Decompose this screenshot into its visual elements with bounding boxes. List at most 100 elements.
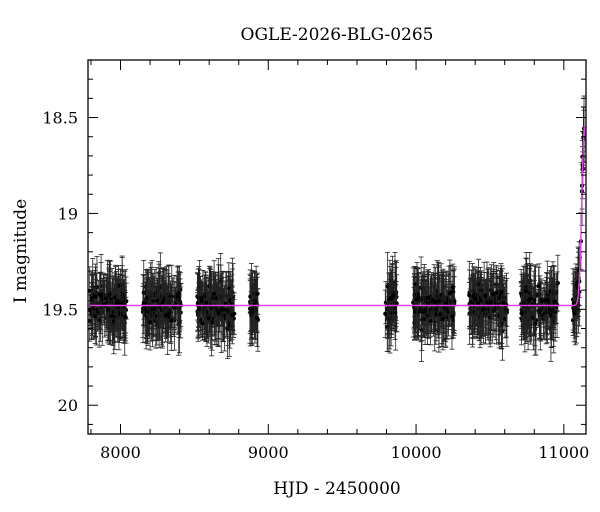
point-marker [169, 294, 174, 299]
data-point [504, 293, 510, 327]
data-point [421, 303, 427, 335]
data-point [211, 278, 217, 318]
data-point [117, 268, 123, 339]
data-point [105, 278, 111, 342]
data-point [475, 272, 481, 335]
point-marker [443, 301, 449, 306]
point-marker [550, 308, 555, 313]
point-marker [113, 295, 118, 300]
point-marker [494, 290, 499, 295]
point-marker [473, 296, 478, 302]
x-axis-label: HJD - 2450000 [273, 479, 401, 499]
point-marker [488, 301, 494, 306]
data-point [466, 260, 472, 330]
data-point [382, 289, 388, 338]
data-point [544, 273, 550, 327]
data-point [436, 266, 442, 336]
point-marker [449, 314, 455, 319]
point-marker [388, 296, 393, 301]
data-point [211, 260, 217, 328]
data-point [450, 270, 456, 304]
point-marker [499, 290, 504, 295]
point-marker [160, 300, 165, 305]
data-point [254, 288, 260, 347]
point-marker [414, 297, 419, 302]
data-point [227, 303, 233, 349]
data-point [430, 286, 436, 332]
y-tick-label: 20 [58, 396, 78, 415]
y-axis-label: I magnitude [11, 199, 31, 303]
point-marker [150, 299, 155, 304]
point-marker [147, 320, 153, 325]
model-curve [88, 124, 586, 307]
point-marker [500, 300, 505, 306]
point-marker [490, 291, 496, 296]
point-marker [572, 311, 577, 316]
point-marker [528, 296, 533, 301]
point-marker [249, 307, 255, 312]
data-point [430, 277, 436, 323]
data-point [196, 282, 202, 336]
y-tick-label: 19 [58, 204, 78, 223]
data-point [387, 266, 393, 331]
data-point [493, 264, 499, 321]
point-marker [97, 292, 102, 297]
data-point [89, 271, 95, 325]
data-point [229, 285, 235, 345]
point-marker [491, 309, 496, 314]
x-tick-label: 8000 [100, 443, 141, 462]
data-point [536, 283, 542, 340]
point-marker [450, 285, 456, 290]
data-point [549, 280, 555, 341]
point-marker [539, 298, 544, 303]
point-marker [105, 307, 111, 312]
point-marker [428, 319, 433, 324]
axes: 8000 9000 10000 11000 18.5 19 19.5 20 [42, 59, 589, 462]
point-marker [475, 301, 480, 306]
data-point [203, 285, 209, 321]
point-marker [390, 293, 396, 298]
point-marker [420, 309, 426, 314]
point-marker [227, 323, 232, 328]
point-marker [549, 313, 554, 318]
data-point [147, 293, 153, 351]
data-point [571, 294, 577, 333]
data-point [440, 287, 446, 351]
point-marker [552, 299, 557, 304]
point-marker [255, 315, 260, 320]
plot-frame [87, 59, 587, 435]
data-point [202, 274, 208, 319]
point-marker [109, 313, 114, 319]
data-point [468, 269, 474, 335]
data-point [93, 279, 99, 315]
data-point [205, 292, 211, 344]
data-point [447, 259, 453, 327]
data-point [531, 265, 537, 335]
point-marker [392, 305, 397, 310]
point-marker [536, 284, 541, 289]
data-point [97, 272, 103, 317]
data-point [414, 278, 420, 321]
point-marker [101, 302, 106, 307]
point-marker [467, 293, 472, 298]
data-point [112, 283, 118, 350]
point-marker [230, 312, 235, 318]
point-marker [218, 308, 224, 313]
point-marker [92, 313, 97, 318]
point-marker [542, 311, 547, 316]
point-marker [485, 301, 490, 306]
point-marker [532, 298, 537, 303]
data-point [480, 282, 486, 337]
y-tick-label: 19.5 [42, 300, 78, 319]
point-marker [219, 294, 224, 299]
data-point [163, 288, 169, 343]
data-point [523, 257, 529, 325]
point-marker [383, 311, 388, 316]
point-marker [542, 298, 548, 303]
x-tick-label: 11000 [538, 443, 589, 462]
point-marker [440, 316, 445, 321]
plot-area [88, 95, 586, 362]
chart-title: OGLE-2026-BLG-0265 [241, 25, 434, 45]
x-tick-label: 9000 [248, 443, 289, 462]
point-marker [200, 321, 205, 326]
